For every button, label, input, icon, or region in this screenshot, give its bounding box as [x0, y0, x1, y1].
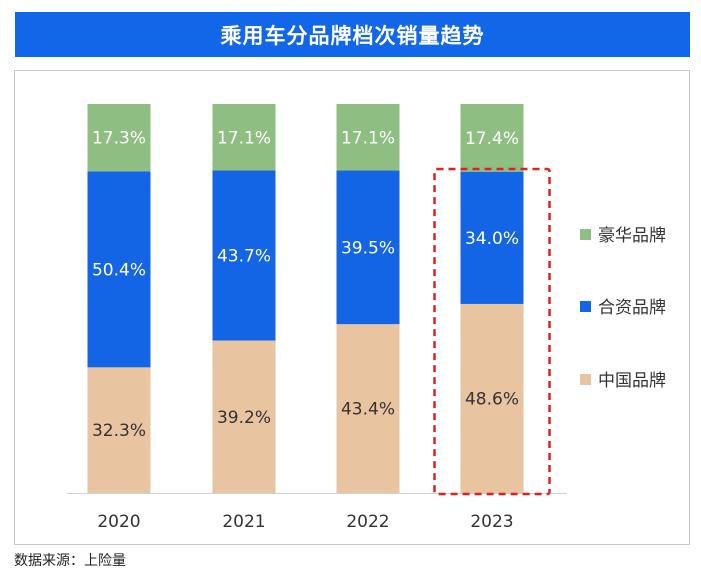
bar-segment [87, 171, 151, 368]
x-tick-label: 2023 [470, 512, 513, 532]
data-label: 17.3% [92, 129, 146, 149]
data-label: 17.1% [217, 128, 271, 148]
source-note: 数据来源：上险量 [14, 553, 126, 569]
bar-segment [336, 104, 400, 171]
x-tick-label: 2022 [346, 512, 389, 532]
data-label: 43.4% [341, 400, 395, 420]
data-label: 39.2% [217, 408, 271, 428]
data-label: 32.3% [92, 421, 146, 441]
chart-panel: 32.3% 50.4% 17.3% 2020 39.2% 43.7% 17.1% 2021 43… [14, 70, 690, 545]
stacked-bar-chart: 32.3% 50.4% 17.3% 2020 39.2% 43.7% 17.1% 2021 43… [67, 104, 666, 532]
bar-segment [87, 367, 151, 493]
chart-title: 乘用车分品牌档次销量趋势 [15, 12, 690, 57]
data-label: 50.4% [92, 260, 146, 280]
data-label: 48.6% [465, 389, 519, 409]
bar-segment [212, 340, 276, 493]
bar-segment [212, 104, 276, 171]
data-label: 39.5% [341, 238, 395, 258]
legend-label: 合资品牌 [598, 298, 666, 318]
legend-swatch [580, 301, 591, 312]
data-label: 17.1% [341, 128, 395, 148]
legend-label: 中国品牌 [598, 371, 666, 391]
legend-swatch [580, 229, 591, 240]
data-label: 43.7% [217, 247, 271, 267]
bar-segment [460, 104, 524, 172]
x-tick-label: 2020 [97, 512, 140, 532]
data-label: 34.0% [465, 229, 519, 249]
legend-swatch [580, 374, 591, 385]
data-label: 17.4% [465, 129, 519, 149]
bar-segment [460, 303, 524, 493]
bar-segment [336, 324, 400, 493]
x-tick-label: 2021 [222, 512, 265, 532]
bar-segment [87, 104, 151, 172]
bar-segment [460, 171, 524, 304]
highlight-box [433, 167, 551, 496]
bar-segment [212, 170, 276, 341]
bar-segment [336, 170, 400, 325]
legend-label: 豪华品牌 [598, 225, 666, 246]
